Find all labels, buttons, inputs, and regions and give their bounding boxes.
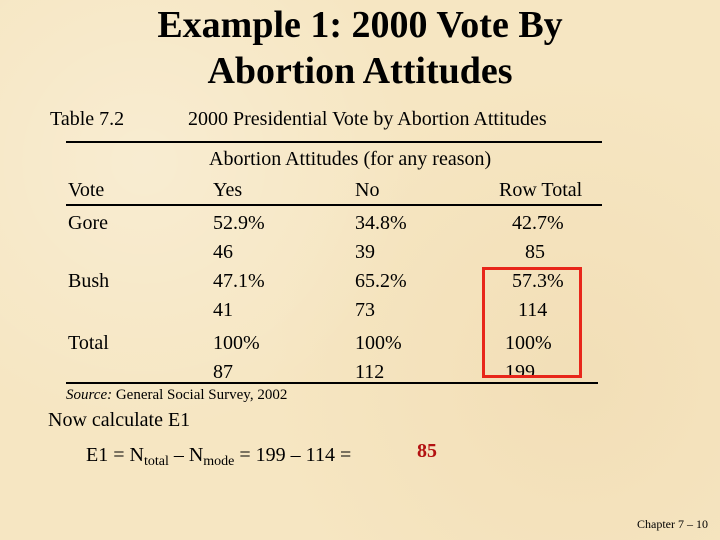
cell-gore-total-pct: 42.7% bbox=[512, 212, 564, 234]
cell-gore-no-pct: 34.8% bbox=[355, 212, 407, 234]
header-no: No bbox=[355, 179, 380, 201]
row-total-highlight-box bbox=[482, 267, 582, 378]
cell-gore-no-n: 39 bbox=[355, 241, 375, 263]
slide-title-line-2: Abortion Attitudes bbox=[207, 50, 513, 92]
cell-total-yes-pct: 100% bbox=[213, 332, 260, 354]
table-source: Source: General Social Survey, 2002 bbox=[66, 386, 287, 404]
slide-title: Example 1: 2000 Vote By Abortion Attitud… bbox=[0, 2, 720, 94]
cell-gore-total-n: 85 bbox=[525, 241, 545, 263]
cell-bush-no-n: 73 bbox=[355, 299, 375, 321]
slide-title-line-1: Example 1: 2000 Vote By bbox=[157, 4, 563, 46]
cell-bush-no-pct: 65.2% bbox=[355, 270, 407, 292]
cell-bush-yes-pct: 47.1% bbox=[213, 270, 265, 292]
cell-total-yes-n: 87 bbox=[213, 361, 233, 383]
calc-lhs: E1 = N bbox=[86, 444, 144, 466]
cell-bush-yes-n: 41 bbox=[213, 299, 233, 321]
header-vote: Vote bbox=[68, 179, 105, 201]
cell-total-no-pct: 100% bbox=[355, 332, 402, 354]
table-header-rule bbox=[66, 204, 602, 206]
slide-footer: Chapter 7 – 10 bbox=[637, 517, 708, 531]
source-label: Source: bbox=[66, 387, 113, 403]
cell-bush-total-n: 114 bbox=[518, 299, 548, 321]
calc-instruction: Now calculate E1 bbox=[48, 409, 191, 431]
cell-total-no-n: 112 bbox=[355, 361, 385, 383]
table-top-rule bbox=[66, 141, 602, 143]
table-label: Table 7.2 bbox=[50, 108, 125, 130]
cell-gore-yes-pct: 52.9% bbox=[213, 212, 265, 234]
calc-sub-total: total bbox=[143, 454, 169, 469]
table-caption: 2000 Presidential Vote by Abortion Attit… bbox=[188, 108, 547, 130]
cell-bush-total-pct: 57.3% bbox=[512, 270, 564, 292]
row-label-total: Total bbox=[68, 332, 109, 354]
calc-answer: 85 bbox=[417, 440, 437, 462]
calc-equation: E1 = Ntotal – Nmode = 199 – 114 = bbox=[86, 443, 351, 474]
calc-rhs: = 199 – 114 = bbox=[234, 444, 352, 466]
column-spanner: Abortion Attitudes (for any reason) bbox=[209, 148, 492, 170]
calc-minus: – N bbox=[168, 444, 204, 466]
header-row-total: Row Total bbox=[499, 179, 583, 201]
cell-gore-yes-n: 46 bbox=[213, 241, 233, 263]
table-bottom-rule bbox=[66, 382, 598, 384]
cell-total-total-pct: 100% bbox=[505, 332, 552, 354]
calc-sub-mode: mode bbox=[203, 454, 235, 469]
source-text: General Social Survey, 2002 bbox=[115, 387, 288, 403]
header-yes: Yes bbox=[213, 179, 243, 201]
row-label-bush: Bush bbox=[68, 270, 110, 292]
row-label-gore: Gore bbox=[68, 212, 108, 234]
